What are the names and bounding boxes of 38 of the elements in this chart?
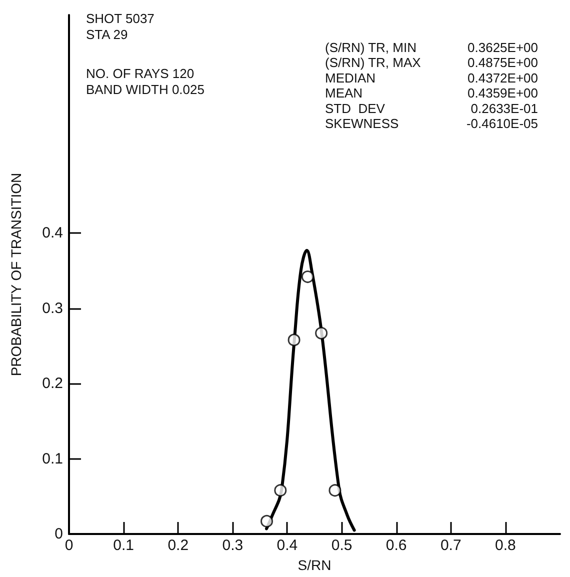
point	[328, 484, 342, 497]
point	[260, 514, 274, 528]
point	[288, 334, 300, 346]
x-tick-label: 0.6	[386, 537, 407, 554]
annotation: BAND WIDTH 0.025	[86, 82, 204, 97]
point	[274, 484, 287, 497]
x-tick-label: 0.3	[222, 537, 244, 554]
annotation: SHOT 5037	[86, 11, 154, 26]
x-tick-label: 0.1	[113, 537, 134, 554]
x-tick-label: 0.8	[495, 537, 516, 554]
annotation: 0.3625E+00	[468, 40, 538, 55]
annotation: 0.4875E+00	[468, 55, 538, 70]
x-tick-label: 0	[64, 537, 74, 554]
annotation: STA 29	[86, 27, 128, 42]
annotation: MEDIAN	[325, 70, 376, 86]
y-axis-title: PROBABILITY OF TRANSITION	[8, 172, 24, 376]
annotation: 0.2633E-01	[470, 100, 538, 116]
y-tick-label: 0	[54, 526, 63, 542]
x-tick-label: 0.5	[331, 537, 352, 554]
y-tick-label: 0.2	[42, 375, 63, 392]
annotation: -0.4610E-05	[466, 116, 538, 131]
y-tick-label: 0.1	[42, 450, 63, 468]
y-tick-label: 0.3	[42, 300, 63, 317]
annotation: MEAN	[325, 86, 363, 101]
point	[301, 270, 314, 284]
annotation: 0.4359E+00	[468, 86, 538, 101]
annotation: (S/RN) TR, MAX	[325, 55, 422, 70]
point	[315, 326, 328, 340]
annotation: SKEWNESS	[325, 116, 400, 131]
x-axis-title: S/RN	[298, 557, 332, 573]
y-tick-label: 0.4	[42, 224, 63, 242]
x-tick-label: 0.7	[440, 537, 462, 554]
x-tick-label: 0.4	[276, 537, 298, 554]
annotation: (S/RN) TR, MIN	[325, 40, 416, 55]
annotation: 0.4372E+00	[468, 70, 538, 86]
x-tick-label: 0.2	[168, 537, 189, 554]
annotation: STD DEV	[325, 100, 386, 116]
annotation: NO. OF RAYS 120	[86, 66, 194, 81]
